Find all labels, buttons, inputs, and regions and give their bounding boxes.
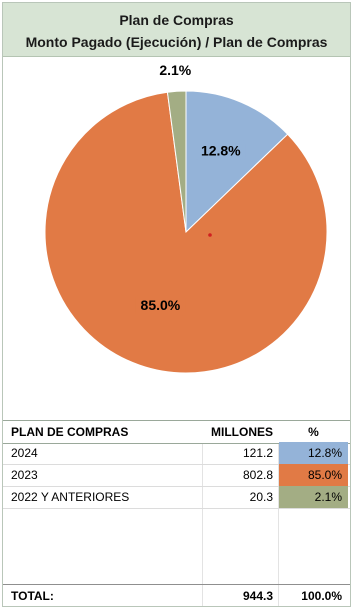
data-label: 12.8% xyxy=(201,142,241,158)
data-label: 2.1% xyxy=(159,62,191,78)
table-row: 2024 121.2 12.8% xyxy=(3,442,350,465)
total-label: TOTAL: xyxy=(11,589,54,603)
total-percent: 100.0% xyxy=(301,589,342,603)
data-label-background xyxy=(154,60,197,81)
row-value: 802.8 xyxy=(242,468,273,482)
data-label: 85.0% xyxy=(141,297,181,313)
row-percent: 85.0% xyxy=(279,464,348,486)
pie-chart: 12.8% 85.0% 2.1% xyxy=(44,60,328,374)
row-percent: 12.8% xyxy=(279,442,348,464)
pie-slice-2023 xyxy=(44,91,328,374)
table-divider xyxy=(278,420,279,606)
table-header-row: PLAN DE COMPRAS MILLONES % xyxy=(3,420,350,444)
center-marker xyxy=(208,233,212,237)
purchase-plan-table: PLAN DE COMPRAS MILLONES % 2024 121.2 12… xyxy=(3,420,350,606)
pie-slice-2022-y-anteriores xyxy=(166,90,187,233)
chart-header: Plan de Compras Monto Pagado (Ejecución)… xyxy=(3,3,350,57)
row-name: 2023 xyxy=(11,468,38,482)
header-plan: PLAN DE COMPRAS xyxy=(11,425,129,439)
row-value: 20.3 xyxy=(249,490,273,504)
row-percent: 2.1% xyxy=(279,486,348,508)
chart-subtitle: Monto Pagado (Ejecución) / Plan de Compr… xyxy=(25,34,328,50)
table-total-row: TOTAL: 944.3 100.0% xyxy=(3,584,350,607)
row-name: 2024 xyxy=(11,446,38,460)
row-name: 2022 Y ANTERIORES xyxy=(11,490,130,504)
table-divider xyxy=(202,420,203,606)
data-label-background xyxy=(135,295,186,316)
total-value: 944.3 xyxy=(242,589,273,603)
table-row: 2023 802.8 85.0% xyxy=(3,464,350,487)
chart-title: Plan de Compras xyxy=(119,12,234,28)
pie-slice-2024 xyxy=(185,90,289,234)
table-row: 2022 Y ANTERIORES 20.3 2.1% xyxy=(3,486,350,509)
row-value: 121.2 xyxy=(242,446,273,460)
header-percent: % xyxy=(308,425,319,439)
header-millones: MILLONES xyxy=(211,425,273,439)
data-label-background xyxy=(195,140,246,161)
